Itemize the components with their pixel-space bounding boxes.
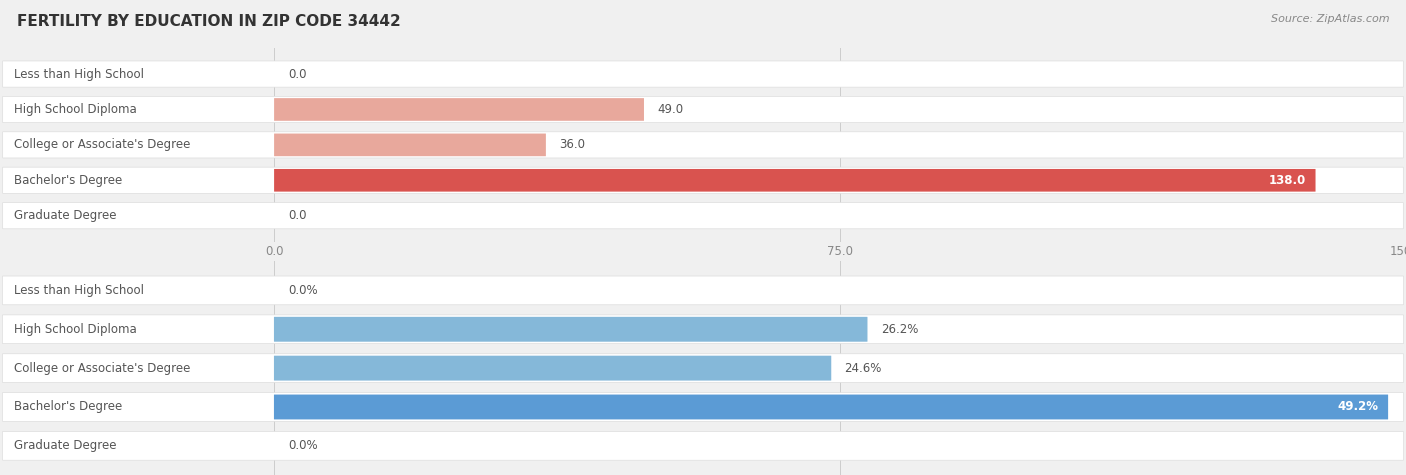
FancyBboxPatch shape bbox=[274, 133, 546, 156]
FancyBboxPatch shape bbox=[3, 431, 1403, 460]
FancyBboxPatch shape bbox=[3, 203, 1403, 229]
Text: College or Associate's Degree: College or Associate's Degree bbox=[14, 138, 190, 152]
Text: 0.0: 0.0 bbox=[288, 209, 307, 222]
FancyBboxPatch shape bbox=[3, 276, 1403, 305]
Text: 49.2%: 49.2% bbox=[1339, 400, 1379, 414]
FancyBboxPatch shape bbox=[3, 315, 1403, 343]
Text: 26.2%: 26.2% bbox=[880, 323, 918, 336]
FancyBboxPatch shape bbox=[3, 96, 1403, 123]
Text: 49.0: 49.0 bbox=[658, 103, 683, 116]
Text: College or Associate's Degree: College or Associate's Degree bbox=[14, 361, 190, 375]
Text: Less than High School: Less than High School bbox=[14, 284, 143, 297]
FancyBboxPatch shape bbox=[3, 132, 1403, 158]
Text: Less than High School: Less than High School bbox=[14, 67, 143, 81]
Text: 138.0: 138.0 bbox=[1270, 174, 1306, 187]
FancyBboxPatch shape bbox=[3, 393, 1403, 421]
Text: 0.0: 0.0 bbox=[288, 67, 307, 81]
FancyBboxPatch shape bbox=[3, 354, 1403, 382]
FancyBboxPatch shape bbox=[274, 169, 1316, 191]
Text: Graduate Degree: Graduate Degree bbox=[14, 209, 117, 222]
Text: Bachelor's Degree: Bachelor's Degree bbox=[14, 174, 122, 187]
Text: FERTILITY BY EDUCATION IN ZIP CODE 34442: FERTILITY BY EDUCATION IN ZIP CODE 34442 bbox=[17, 14, 401, 29]
Text: High School Diploma: High School Diploma bbox=[14, 323, 136, 336]
Text: Bachelor's Degree: Bachelor's Degree bbox=[14, 400, 122, 414]
FancyBboxPatch shape bbox=[274, 317, 868, 342]
FancyBboxPatch shape bbox=[3, 167, 1403, 193]
FancyBboxPatch shape bbox=[274, 395, 1388, 419]
Text: 36.0: 36.0 bbox=[560, 138, 585, 152]
Text: 0.0%: 0.0% bbox=[288, 284, 318, 297]
Text: 0.0%: 0.0% bbox=[288, 439, 318, 452]
FancyBboxPatch shape bbox=[3, 61, 1403, 87]
FancyBboxPatch shape bbox=[274, 98, 644, 121]
FancyBboxPatch shape bbox=[274, 356, 831, 380]
Text: High School Diploma: High School Diploma bbox=[14, 103, 136, 116]
Text: Source: ZipAtlas.com: Source: ZipAtlas.com bbox=[1271, 14, 1389, 24]
Text: 24.6%: 24.6% bbox=[845, 361, 882, 375]
Text: Graduate Degree: Graduate Degree bbox=[14, 439, 117, 452]
